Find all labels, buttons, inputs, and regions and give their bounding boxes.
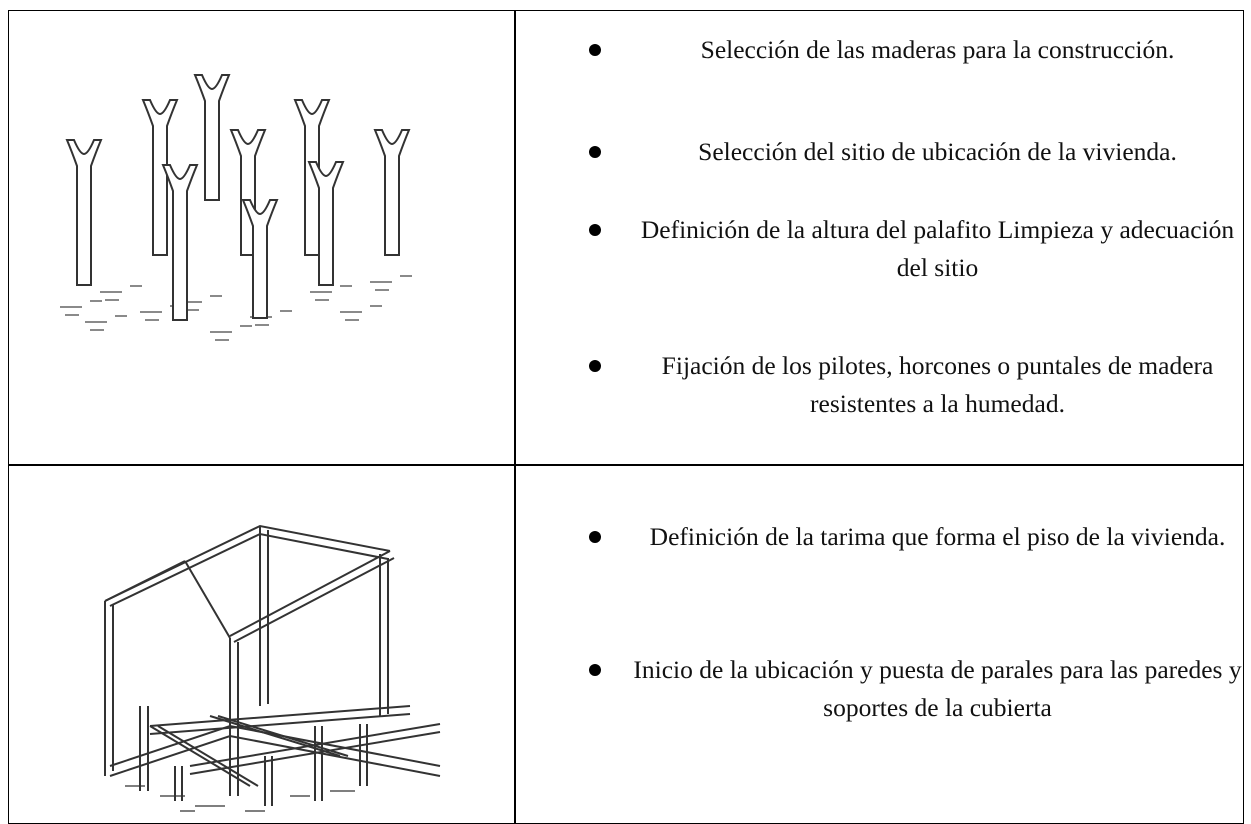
table-cell	[8, 10, 516, 466]
bullet	[589, 664, 601, 676]
posts-sketch	[60, 74, 412, 341]
list-item: Fijación de los pilotes, horcones o punt…	[661, 351, 1214, 418]
list-item: Definición de la altura del palafito Lim…	[640, 215, 1235, 282]
frame-sketch	[104, 524, 441, 812]
bullet	[589, 360, 601, 372]
list-item: Selección del sitio de ubicación de la v…	[698, 137, 1177, 166]
list-item: Inicio de la ubicación y puesta de paral…	[633, 655, 1242, 722]
list-item: Selección de las maderas para la constru…	[700, 35, 1175, 64]
bullet	[589, 44, 601, 56]
bullet	[589, 146, 601, 158]
bullet	[589, 224, 601, 236]
table-cell	[514, 10, 1244, 466]
bullet	[589, 531, 601, 543]
list-item: Definición de la tarima que forma el pis…	[649, 522, 1226, 551]
